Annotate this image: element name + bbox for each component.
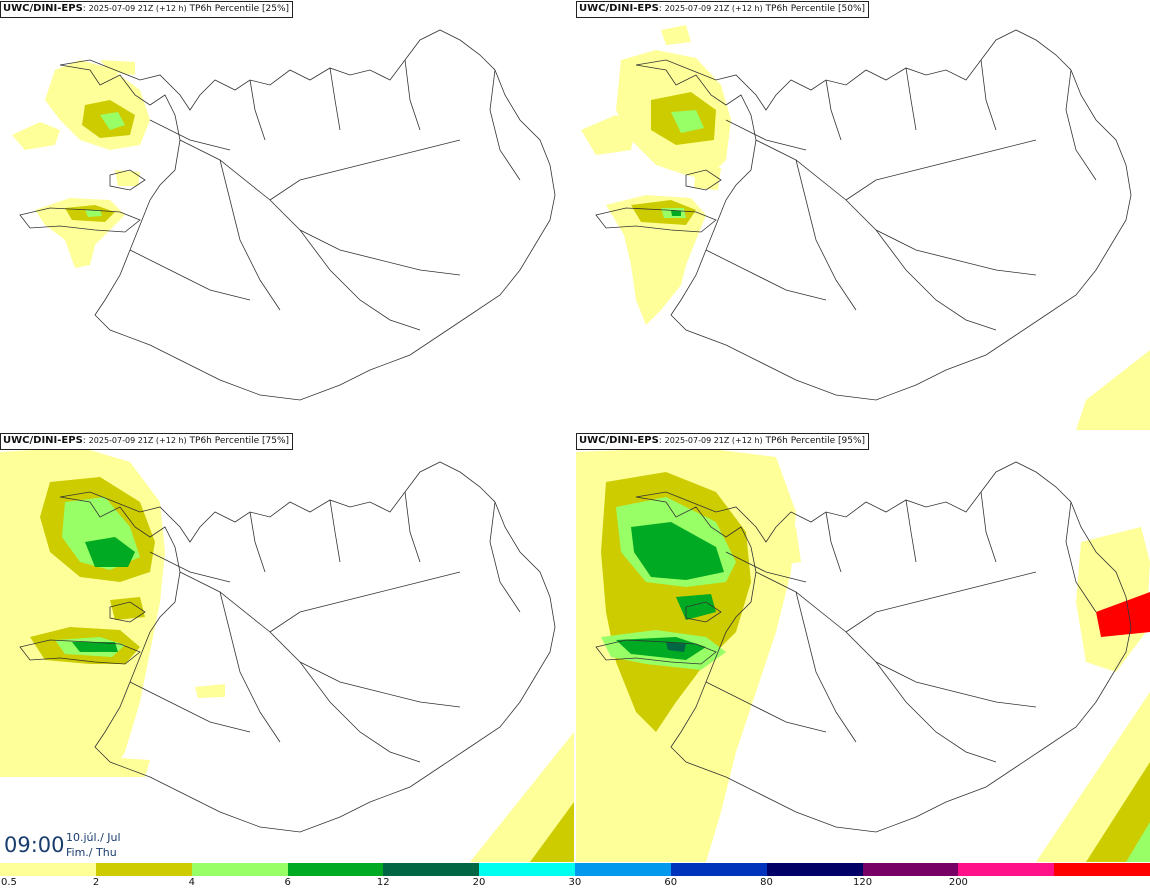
iceland-outline bbox=[595, 461, 1132, 833]
map-panel-p75: UWC/DINI-EPS: 2025-07-09 21Z (+12 h) TP6… bbox=[0, 432, 574, 862]
percentile-label: [25%] bbox=[262, 4, 290, 14]
legend-swatch bbox=[1054, 863, 1150, 876]
legend-tick-label: 0.5 bbox=[1, 877, 17, 888]
legend-tick-label: 120 bbox=[853, 877, 873, 888]
iceland-outline bbox=[595, 29, 1132, 401]
panel-title: UWC/DINI-EPS: 2025-07-09 21Z (+12 h) TP6… bbox=[576, 1, 870, 18]
precipitation-map bbox=[581, 25, 1150, 430]
legend-swatch bbox=[287, 863, 385, 876]
legend-tick-label: 80 bbox=[760, 877, 773, 888]
variable-name: TP6h Percentile bbox=[765, 436, 836, 446]
color-legend: 0.5 2 4 6 12 20 30 60 80 120 200 bbox=[0, 862, 1150, 891]
run-time: 2025-07-09 21Z (+12 h) bbox=[664, 4, 763, 13]
precipitation-map bbox=[576, 447, 1150, 862]
panel-title: UWC/DINI-EPS: 2025-07-09 21Z (+12 h) TP6… bbox=[576, 433, 870, 450]
map-panel-p95: UWC/DINI-EPS: 2025-07-09 21Z (+12 h) TP6… bbox=[576, 432, 1150, 862]
legend-swatch bbox=[479, 863, 577, 876]
valid-time: 09:00 bbox=[4, 833, 65, 857]
legend-swatch bbox=[766, 863, 864, 876]
precipitation-map bbox=[12, 29, 556, 401]
percentile-label: [50%] bbox=[838, 4, 866, 14]
legend-swatch bbox=[575, 863, 672, 876]
legend-tick-label: 2 bbox=[92, 877, 100, 888]
iceland-outline bbox=[19, 461, 556, 833]
legend-tick-label: 6 bbox=[284, 877, 291, 888]
panel-title: UWC/DINI-EPS: 2025-07-09 21Z (+12 h) TP6… bbox=[0, 1, 294, 18]
iceland-outline bbox=[19, 29, 556, 401]
valid-date: 10.júl./ Jul bbox=[66, 831, 121, 844]
panel-divider-horizontal bbox=[0, 430, 1150, 432]
legend-tick-label: 30 bbox=[568, 877, 582, 888]
precip-shading bbox=[0, 447, 574, 862]
precipitation-map bbox=[0, 447, 574, 862]
legend-swatch bbox=[958, 863, 1056, 876]
map-panel-p25: UWC/DINI-EPS: 2025-07-09 21Z (+12 h) TP6… bbox=[0, 0, 574, 430]
legend-tick-label: 200 bbox=[948, 877, 968, 888]
legend-tick-label: 60 bbox=[664, 877, 678, 888]
percentile-label: [95%] bbox=[838, 436, 866, 446]
variable-name: TP6h Percentile bbox=[189, 4, 260, 14]
map-panel-p50: UWC/DINI-EPS: 2025-07-09 21Z (+12 h) TP6… bbox=[576, 0, 1150, 430]
panel-title: UWC/DINI-EPS: 2025-07-09 21Z (+12 h) TP6… bbox=[0, 433, 294, 450]
model-name: UWC/DINI-EPS bbox=[3, 435, 83, 446]
precip-shading bbox=[581, 25, 1150, 430]
legend-swatch bbox=[95, 863, 193, 876]
legend-swatch bbox=[191, 863, 289, 876]
run-time: 2025-07-09 21Z (+12 h) bbox=[664, 436, 763, 445]
percentile-label: [75%] bbox=[262, 436, 290, 446]
model-name: UWC/DINI-EPS bbox=[579, 3, 659, 14]
run-time: 2025-07-09 21Z (+12 h) bbox=[88, 436, 187, 445]
legend-swatch bbox=[0, 863, 97, 876]
valid-time-box: 09:00 10.júl./ Jul Fim./ Thu bbox=[0, 826, 128, 862]
precip-shading bbox=[576, 447, 1150, 862]
model-name: UWC/DINI-EPS bbox=[579, 435, 659, 446]
variable-name: TP6h Percentile bbox=[189, 436, 260, 446]
legend-tick-label: 12 bbox=[376, 877, 390, 888]
legend-tick-label: 20 bbox=[472, 877, 486, 888]
legend-swatch bbox=[862, 863, 960, 876]
legend-swatch bbox=[670, 863, 768, 876]
precip-shading bbox=[12, 60, 150, 268]
model-name: UWC/DINI-EPS bbox=[3, 3, 83, 14]
valid-day: Fim./ Thu bbox=[66, 846, 117, 859]
legend-swatch bbox=[383, 863, 481, 876]
run-time: 2025-07-09 21Z (+12 h) bbox=[88, 4, 187, 13]
legend-tick-label: 4 bbox=[188, 877, 196, 888]
variable-name: TP6h Percentile bbox=[765, 4, 836, 14]
